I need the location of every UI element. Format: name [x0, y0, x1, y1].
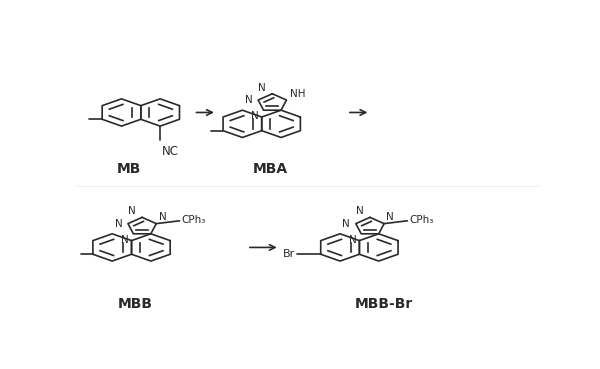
- Text: N: N: [158, 212, 166, 222]
- Text: N: N: [245, 95, 253, 105]
- Text: N: N: [115, 218, 122, 229]
- Text: MBB: MBB: [118, 297, 153, 311]
- Text: N: N: [349, 235, 357, 245]
- Text: N: N: [128, 206, 136, 216]
- Text: N: N: [257, 83, 265, 93]
- Text: N: N: [356, 206, 364, 216]
- Text: MBB-Br: MBB-Br: [355, 297, 413, 311]
- Text: N: N: [343, 218, 350, 229]
- Text: MB: MB: [116, 162, 140, 176]
- Text: CPh₃: CPh₃: [410, 215, 434, 225]
- Text: CPh₃: CPh₃: [182, 215, 206, 225]
- Text: MBA: MBA: [253, 162, 288, 176]
- Text: NC: NC: [161, 145, 179, 158]
- Text: N: N: [386, 212, 394, 222]
- Text: NH: NH: [290, 89, 305, 99]
- Text: Br: Br: [283, 249, 295, 259]
- Text: N: N: [251, 111, 259, 121]
- Text: N: N: [121, 235, 129, 245]
